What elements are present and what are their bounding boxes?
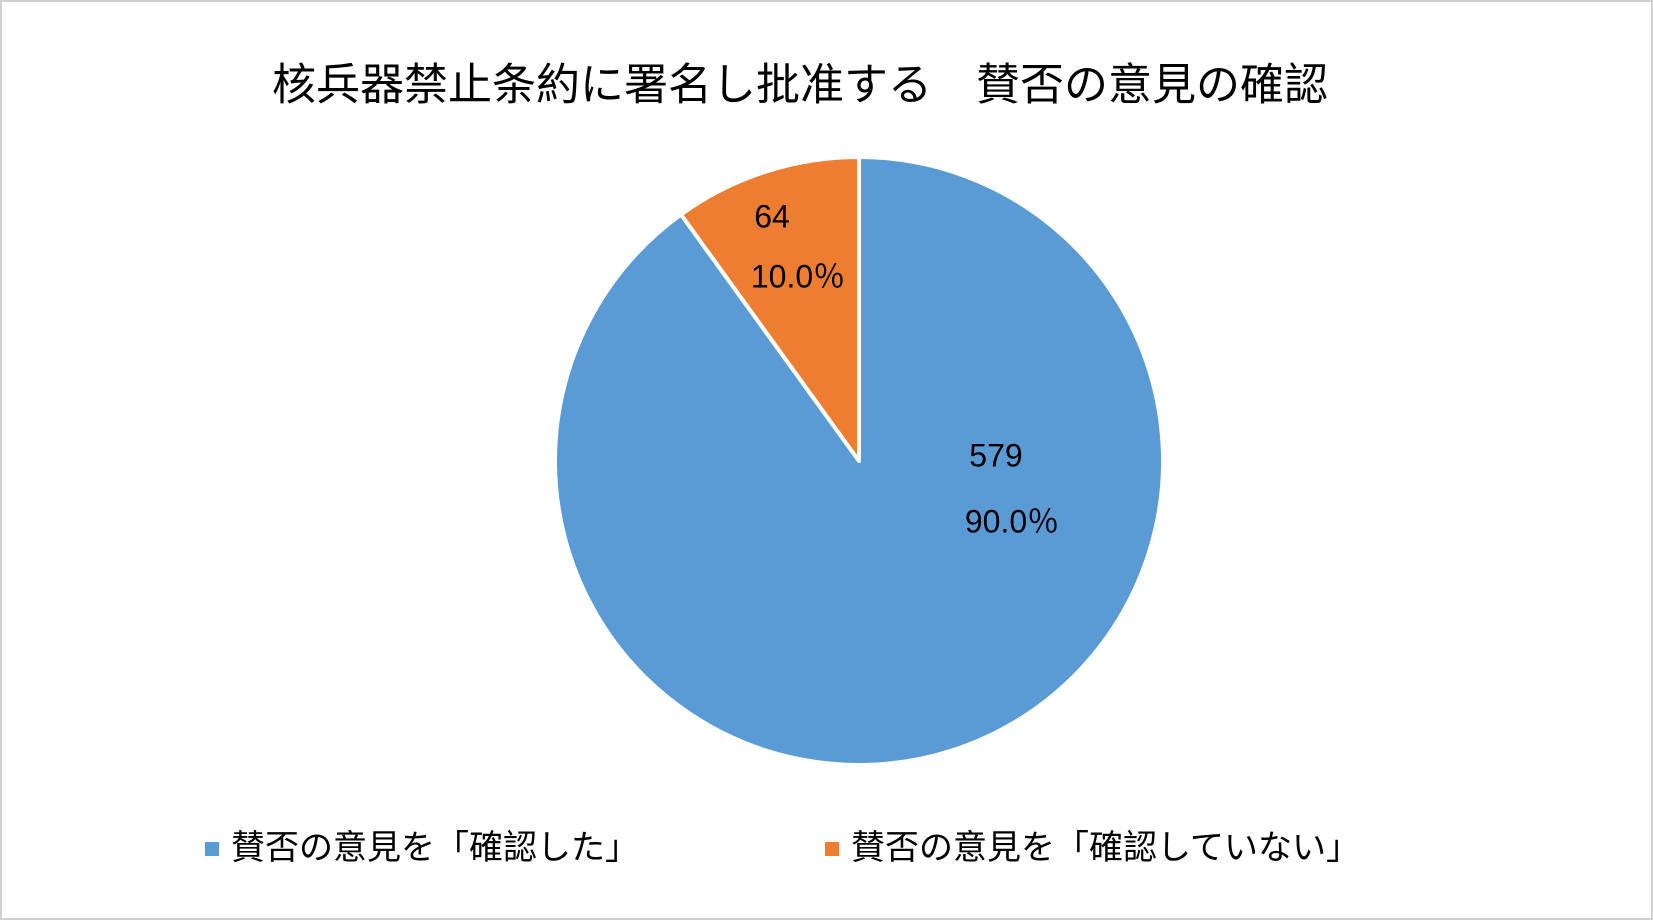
legend-label: 賛否の意見を「確認していない」: [851, 829, 1360, 867]
legend-swatch: [825, 842, 839, 856]
legend: 賛否の意見を「確認した」 賛否の意見を「確認していない」: [205, 829, 1360, 867]
percentage-label: 10.0％: [751, 258, 845, 294]
legend-swatch: [205, 842, 219, 856]
chart-title: 核兵器禁止条約に署名し批准する 賛否の意見の確認: [272, 61, 1328, 110]
percentage-label: 90.0％: [965, 503, 1059, 539]
legend-label: 賛否の意見を「確認した」: [231, 829, 639, 867]
pie-slice: [679, 155, 861, 463]
data-label: 64: [754, 198, 790, 234]
pie: 579 90.0％ 64 10.0％: [553, 155, 1165, 767]
data-label: 579: [969, 437, 1022, 473]
